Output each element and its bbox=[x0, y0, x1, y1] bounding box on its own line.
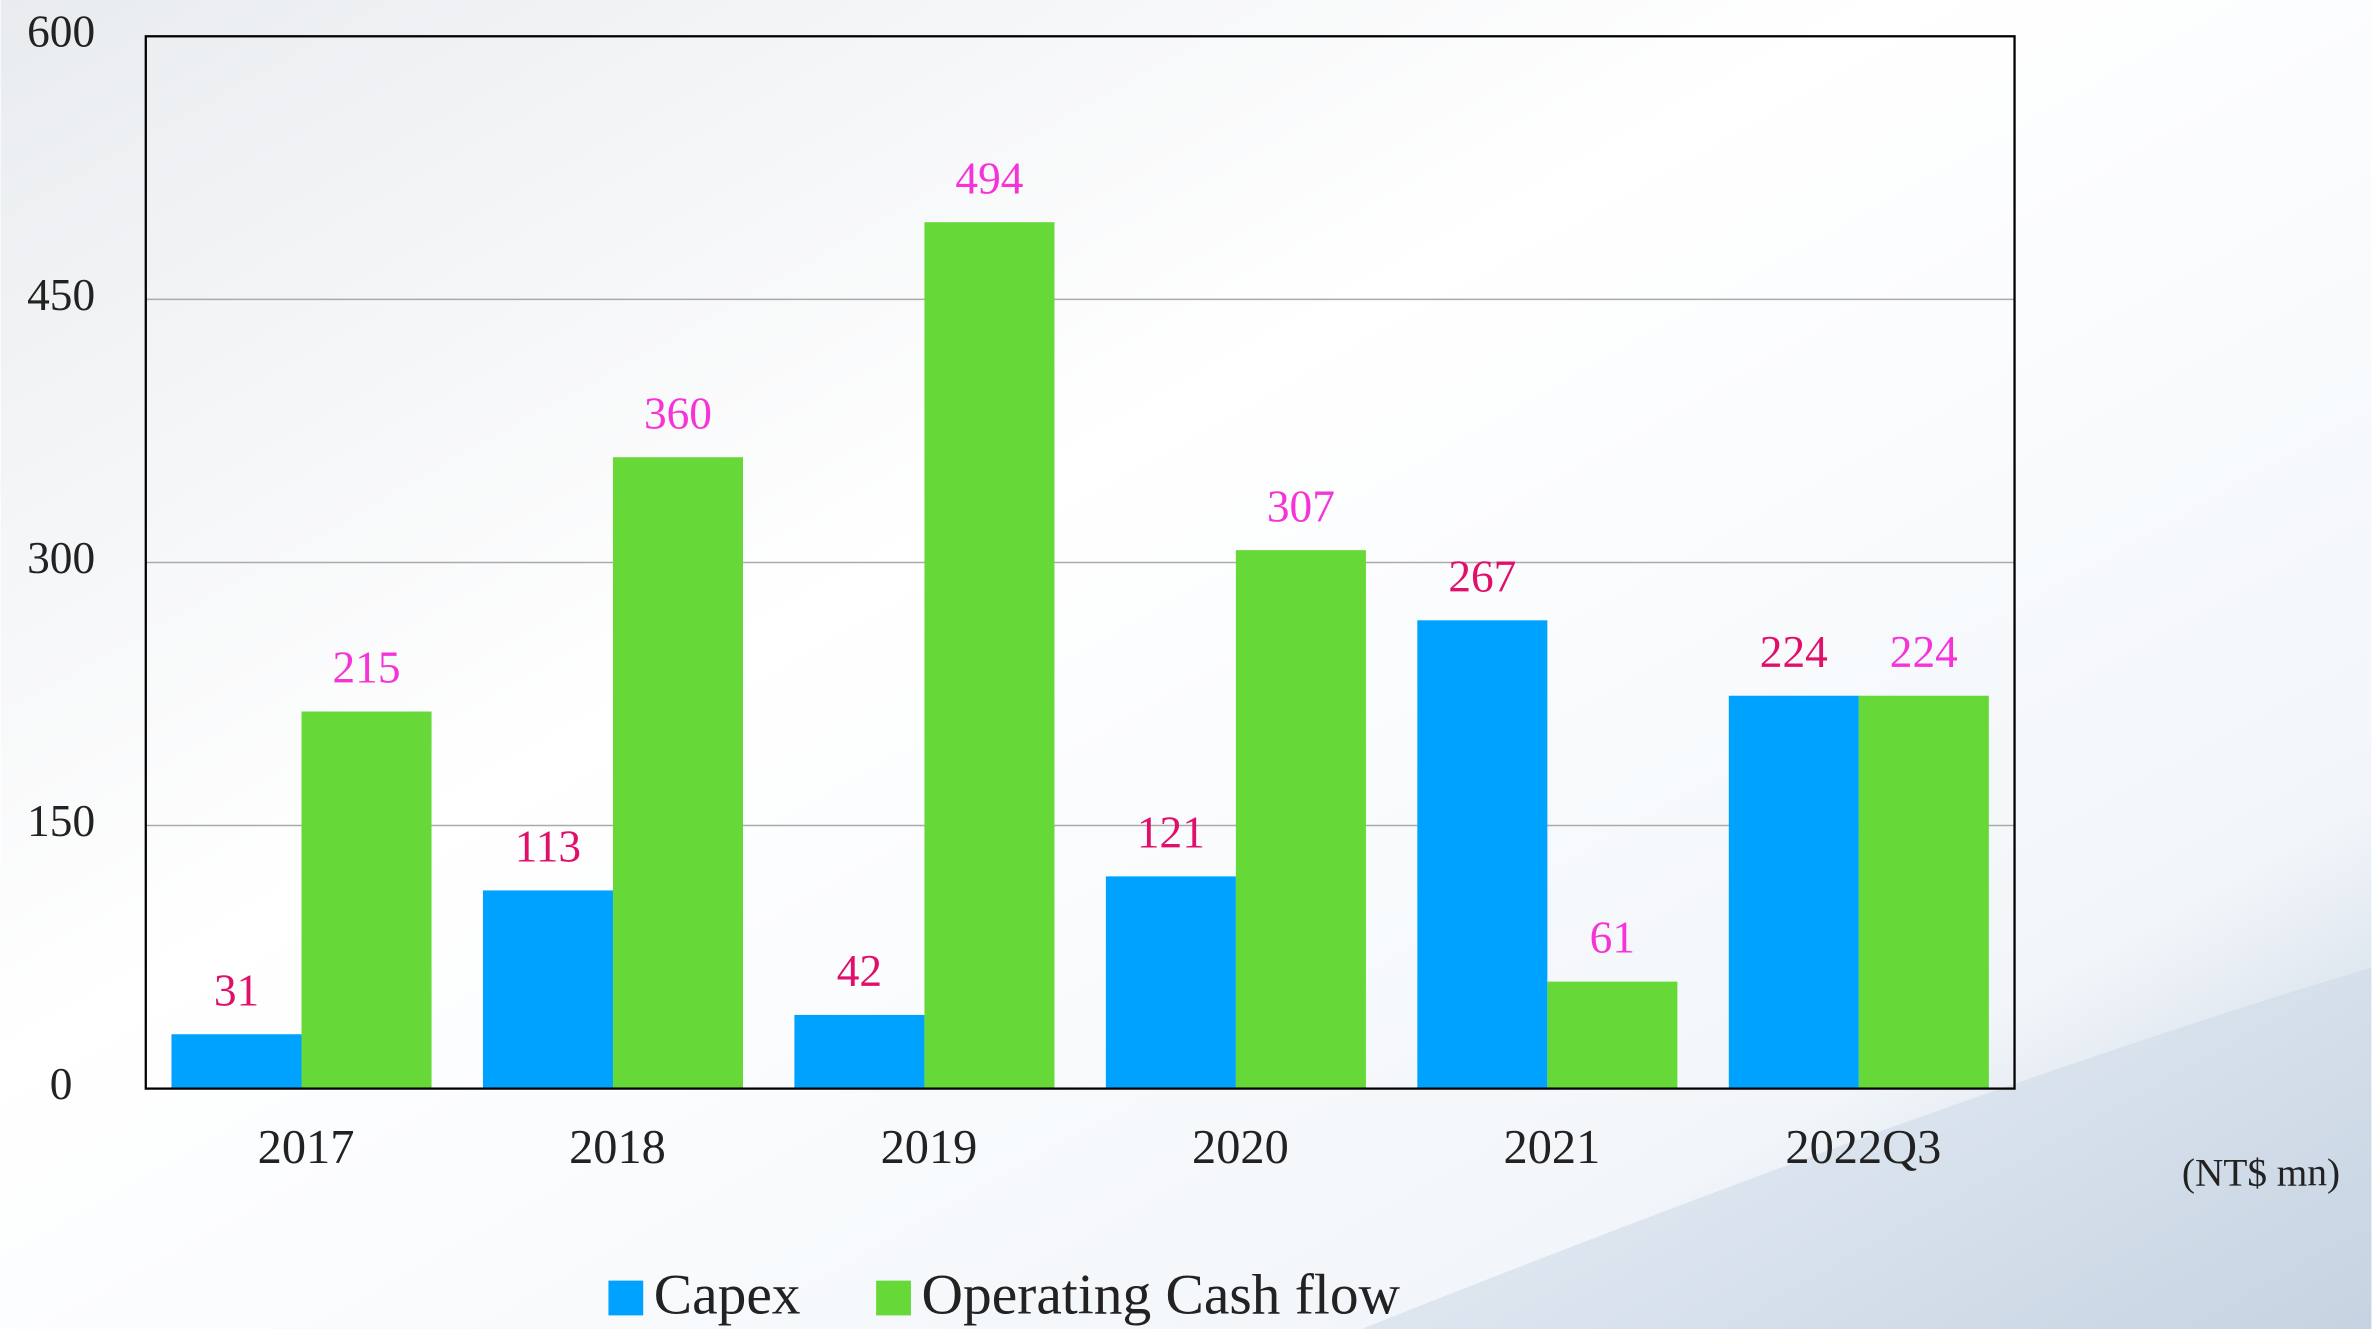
plot-border bbox=[144, 35, 2016, 1090]
legend-swatch bbox=[876, 1280, 911, 1316]
legend-label: Capex bbox=[654, 1263, 801, 1326]
data-label: 224 bbox=[1760, 627, 1828, 677]
data-label: 267 bbox=[1448, 551, 1516, 601]
y-tick-label: 150 bbox=[27, 796, 95, 846]
y-tick-label: 600 bbox=[27, 7, 95, 57]
data-label: 360 bbox=[644, 388, 712, 438]
bar bbox=[1547, 981, 1678, 1089]
bar bbox=[794, 1014, 925, 1089]
data-label: 113 bbox=[515, 822, 581, 872]
legend-swatch bbox=[608, 1280, 644, 1316]
bar bbox=[1235, 550, 1366, 1089]
background-swoosh bbox=[1361, 967, 2372, 1329]
data-label: 31 bbox=[214, 965, 259, 1015]
bar bbox=[171, 1034, 302, 1089]
y-tick-label: 450 bbox=[27, 270, 95, 320]
legend-label: Operating Cash flow bbox=[922, 1263, 1401, 1326]
data-label: 121 bbox=[1137, 807, 1205, 857]
data-label: 224 bbox=[1890, 627, 1958, 677]
x-tick-label: 2021 bbox=[1504, 1121, 1601, 1174]
bar bbox=[1105, 876, 1236, 1089]
bar bbox=[1728, 695, 1859, 1089]
data-label: 42 bbox=[837, 946, 882, 996]
bar bbox=[1858, 695, 1989, 1089]
data-label: 307 bbox=[1267, 481, 1335, 531]
bar bbox=[924, 222, 1055, 1089]
bar bbox=[301, 711, 432, 1089]
data-label: 215 bbox=[333, 643, 401, 693]
bar bbox=[612, 457, 743, 1089]
x-tick-label: 2020 bbox=[1192, 1121, 1289, 1174]
y-tick-label: 0 bbox=[50, 1059, 73, 1109]
data-label: 494 bbox=[955, 153, 1023, 203]
data-label: 61 bbox=[1590, 913, 1635, 963]
bar bbox=[482, 890, 613, 1089]
x-tick-label: 2022Q3 bbox=[1785, 1121, 1941, 1174]
unit-note: (NT$ mn) bbox=[2182, 1150, 2340, 1194]
x-tick-label: 2019 bbox=[881, 1121, 978, 1174]
bar bbox=[1417, 620, 1548, 1089]
x-tick-label: 2017 bbox=[258, 1121, 355, 1174]
x-tick-label: 2018 bbox=[569, 1121, 666, 1174]
y-tick-label: 300 bbox=[27, 533, 95, 583]
